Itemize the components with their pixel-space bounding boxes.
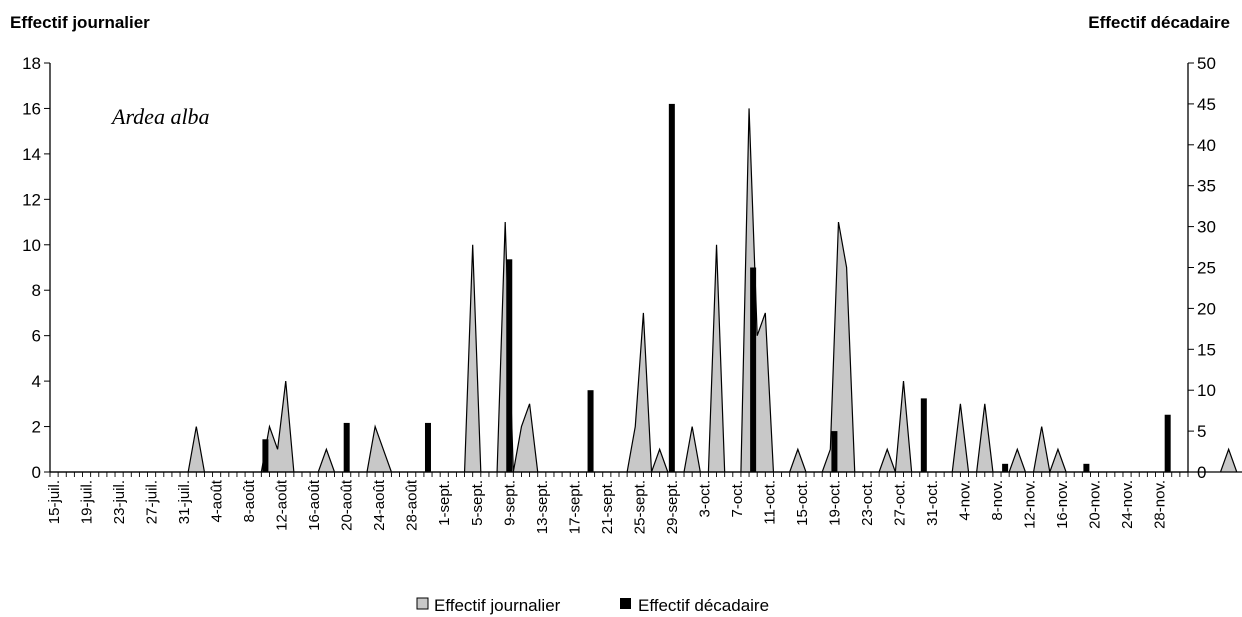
legend-label-decadaire: Effectif décadaire (638, 596, 769, 615)
x-tick-label: 19-oct. (826, 480, 843, 526)
bar-effectif-decadaire (668, 103, 675, 473)
x-tick-label: 8-nov. (989, 480, 1006, 521)
left-tick-label: 4 (32, 372, 41, 391)
bar-effectif-decadaire (424, 422, 431, 472)
bar-effectif-decadaire (343, 422, 350, 472)
x-tick-label: 31-juil. (176, 480, 193, 524)
x-tick-label: 19-juil. (79, 480, 96, 524)
x-tick-label: 13-sept. (534, 480, 551, 534)
species-annotation: Ardea alba (110, 104, 210, 129)
right-tick-label: 0 (1197, 463, 1206, 482)
x-tick-label: 11-oct. (761, 480, 778, 525)
x-tick-label: 7-oct. (729, 480, 746, 518)
left-tick-label: 14 (22, 145, 41, 164)
bar-effectif-decadaire (587, 390, 594, 472)
left-tick-label: 2 (32, 418, 41, 437)
x-tick-label: 9-sept. (501, 480, 518, 526)
right-tick-label: 15 (1197, 340, 1216, 359)
left-tick-label: 8 (32, 281, 41, 300)
x-tick-label: 4-nov. (956, 480, 973, 521)
x-tick-label: 12-nov. (1021, 480, 1038, 529)
right-tick-label: 50 (1197, 54, 1216, 73)
legend-label-journalier: Effectif journalier (434, 596, 561, 615)
bar-effectif-decadaire (1164, 414, 1171, 472)
x-tick-label: 12-août (274, 479, 291, 531)
right-tick-label: 10 (1197, 381, 1216, 400)
x-tick-label: 27-juil. (144, 480, 161, 524)
bar-effectif-decadaire (1083, 463, 1090, 472)
x-tick-label: 28-août (404, 479, 421, 531)
x-tick-label: 8-août (241, 479, 258, 522)
x-tick-label: 20-nov. (1087, 480, 1104, 529)
x-tick-label: 24-nov. (1119, 480, 1136, 529)
left-tick-label: 16 (22, 99, 41, 118)
x-tick-label: 4-août (209, 479, 226, 522)
x-tick-label: 24-août (371, 479, 388, 531)
right-axis-title: Effectif décadaire (1088, 13, 1230, 32)
right-tick-label: 35 (1197, 177, 1216, 196)
bar-effectif-decadaire (506, 259, 513, 472)
x-tick-label: 17-sept. (566, 480, 583, 534)
right-tick-label: 40 (1197, 136, 1216, 155)
x-tick-label: 28-nov. (1152, 480, 1169, 529)
right-tick-label: 25 (1197, 259, 1216, 278)
x-tick-label: 29-sept. (664, 480, 681, 534)
plot-layer: 0 2 4 6 8 10 12 14 16 18 0 5 10 15 20 25 30 35 40 45 50 15-ju… (22, 54, 1242, 534)
left-axis-title: Effectif journalier (10, 13, 150, 32)
x-tick-label: 23-oct. (859, 480, 876, 526)
bar-effectif-decadaire (831, 431, 838, 472)
x-tick-label: 16-nov. (1054, 480, 1071, 529)
x-tick-label: 15-oct. (794, 480, 811, 526)
left-tick-label: 6 (32, 327, 41, 346)
bar-effectif-decadaire (262, 439, 269, 472)
left-tick-label: 18 (22, 54, 41, 73)
x-tick-label: 31-oct. (924, 480, 941, 526)
x-tick-label: 20-août (339, 479, 356, 531)
right-tick-label: 5 (1197, 422, 1206, 441)
legend-swatch-journalier (416, 597, 429, 610)
legend: Effectif journalier Effectif décadaire (416, 596, 769, 615)
x-tick-label: 23-juil. (111, 480, 128, 524)
bar-effectif-decadaire (920, 398, 927, 472)
legend-swatch-decadaire (620, 598, 631, 609)
x-tick-label: 21-sept. (599, 480, 616, 534)
bar-effectif-decadaire (750, 267, 757, 472)
bar-effectif-decadaire (1002, 463, 1009, 472)
x-tick-label: 5-sept. (469, 480, 486, 526)
right-tick-label: 30 (1197, 218, 1216, 237)
x-tick-label: 15-juil. (46, 480, 63, 524)
left-tick-label: 0 (32, 463, 41, 482)
left-tick-label: 12 (22, 190, 41, 209)
x-tick-label: 1-sept. (436, 480, 453, 526)
x-tick-label: 25-sept. (631, 480, 648, 534)
x-tick-label: 3-oct. (696, 480, 713, 518)
x-tick-label: 27-oct. (891, 480, 908, 526)
right-tick-label: 20 (1197, 299, 1216, 318)
left-tick-label: 10 (22, 236, 41, 255)
right-tick-label: 45 (1197, 95, 1216, 114)
x-tick-label: 16-août (306, 479, 323, 531)
area-effectif-journalier (50, 108, 1242, 475)
